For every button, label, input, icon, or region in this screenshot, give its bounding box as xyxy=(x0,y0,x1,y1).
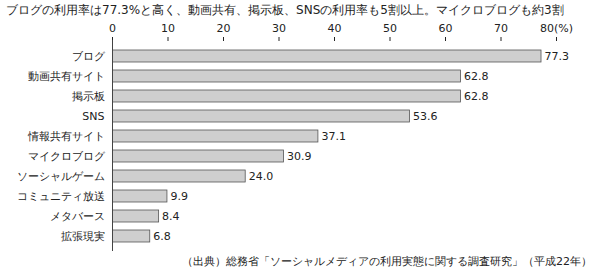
svg-text:53.6: 53.6 xyxy=(413,110,438,123)
svg-text:62.8: 62.8 xyxy=(464,70,489,83)
svg-text:30.9: 30.9 xyxy=(287,150,312,163)
svg-text:77.3: 77.3 xyxy=(545,50,570,63)
svg-text:ブログ: ブログ xyxy=(72,50,106,63)
html-text:ブログの利用率は77.3%と高く、動画共有、掲示板、SNSの: ブログの利用率は77.3%と高く、動画共有、掲示板、SNSの利用率も5割以上。マ… xyxy=(6,3,564,17)
svg-text:62.8: 62.8 xyxy=(464,90,489,103)
svg-text:ソーシャルゲーム: ソーシャルゲーム xyxy=(17,170,105,183)
svg-text:24.0: 24.0 xyxy=(249,170,274,183)
svg-text:コミュニティ放送: コミュニティ放送 xyxy=(17,190,105,203)
svg-text:70: 70 xyxy=(494,22,508,35)
svg-text:80(%): 80(%) xyxy=(540,22,573,35)
svg-text:SNS: SNS xyxy=(82,110,104,123)
svg-text:40: 40 xyxy=(328,22,342,35)
svg-text:6.8: 6.8 xyxy=(153,230,171,243)
svg-text:マイクロブログ: マイクロブログ xyxy=(28,150,106,163)
svg-text:50: 50 xyxy=(383,22,397,35)
svg-text:掲示板: 掲示板 xyxy=(72,90,105,103)
svg-text:動画共有サイト: 動画共有サイト xyxy=(28,70,105,83)
svg-text:20: 20 xyxy=(217,22,231,35)
html-text:（出典）総務省「ソーシャルメディアの利用実態に関する調査研究: （出典）総務省「ソーシャルメディアの利用実態に関する調査研究」（平成22年） xyxy=(182,255,592,268)
svg-text:10: 10 xyxy=(161,22,175,35)
svg-text:8.4: 8.4 xyxy=(162,210,180,223)
svg-text:9.9: 9.9 xyxy=(170,190,188,203)
svg-text:60: 60 xyxy=(439,22,453,35)
svg-text:30: 30 xyxy=(272,22,286,35)
svg-text:メタバース: メタバース xyxy=(50,210,105,223)
svg-text:0: 0 xyxy=(109,22,116,35)
svg-text:拡張現実: 拡張現実 xyxy=(61,230,105,243)
svg-text:情報共有サイト: 情報共有サイト xyxy=(27,130,105,143)
svg-text:37.1: 37.1 xyxy=(321,130,346,143)
